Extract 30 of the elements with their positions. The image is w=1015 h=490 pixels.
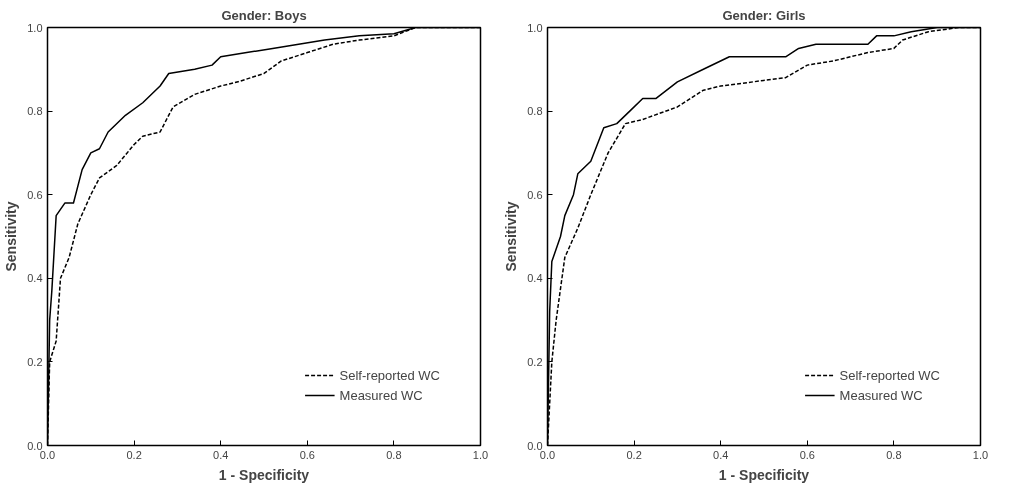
chart-title: Gender: Girls [722,7,806,23]
legend-label: Self-reported WC [839,367,940,383]
x-tick-label: 0.6 [799,448,815,461]
y-tick-label: 0.8 [527,105,543,118]
y-tick-label: 0.2 [27,355,43,368]
y-tick-label: 1.0 [527,21,543,34]
x-axis-title: 1 - Specificity [218,466,310,483]
legend-label: Self-reported WC [339,367,440,383]
y-axis-title: Sensitivity [503,201,520,272]
y-axis-title: Sensitivity [3,201,20,272]
x-tick-label: 0.6 [299,448,315,461]
chart-title: Gender: Boys [221,7,307,23]
legend-label: Measured WC [339,387,423,403]
y-tick-label: 0.6 [27,188,43,201]
y-tick-label: 0.4 [527,272,543,285]
y-tick-label: 0.4 [27,272,43,285]
y-tick-label: 0.8 [27,105,43,118]
y-tick-label: 0.2 [527,355,543,368]
y-tick-label: 1.0 [27,21,43,34]
x-tick-label: 0.4 [713,448,729,461]
legend-label: Measured WC [839,387,923,403]
x-tick-label: 0.2 [626,448,642,461]
y-tick-label: 0.6 [527,188,543,201]
x-tick-label: 0.4 [213,448,229,461]
x-tick-label: 0.8 [386,448,402,461]
x-tick-label: 1.0 [972,448,989,461]
x-tick-label: 1.0 [472,448,489,461]
x-tick-label: 0.2 [126,448,142,461]
x-axis-title: 1 - Specificity [718,466,810,483]
x-tick-label: 0.8 [886,448,902,461]
